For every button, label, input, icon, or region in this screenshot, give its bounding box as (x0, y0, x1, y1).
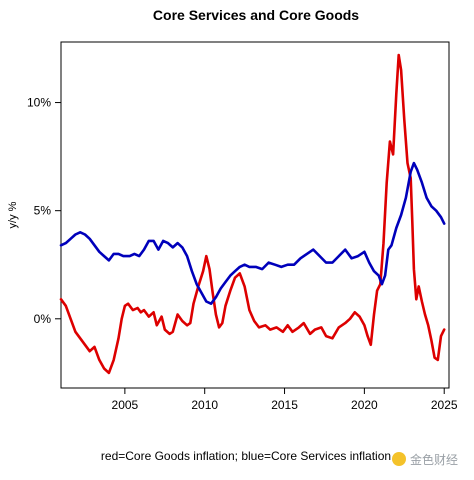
x-axis: 2005 2010 2015 2020 2025 (112, 388, 458, 412)
y-tick-label: 0% (34, 312, 52, 326)
x-tick-label: 2010 (191, 398, 218, 412)
watermark: 金色财经 (392, 452, 458, 467)
core-services-line (59, 161, 446, 305)
y-axis: 0% 5% 10% (27, 96, 61, 326)
x-tick-label: 2020 (351, 398, 378, 412)
x-tick-label: 2005 (112, 398, 139, 412)
x-tick-label: 2015 (271, 398, 298, 412)
x-axis-label: red=Core Goods inflation; blue=Core Serv… (101, 449, 391, 463)
plot-frame (60, 41, 450, 389)
watermark-logo-icon (392, 452, 406, 466)
y-axis-label: y/y % (7, 201, 19, 228)
x-tick-label: 2025 (431, 398, 458, 412)
watermark-text: 金色财经 (410, 452, 458, 467)
y-tick-label: 5% (34, 204, 52, 218)
chart-title: Core Services and Core Goods (153, 7, 359, 23)
series-layer (59, 53, 446, 375)
y-tick-label: 10% (27, 96, 51, 110)
core-goods-line (59, 53, 446, 375)
